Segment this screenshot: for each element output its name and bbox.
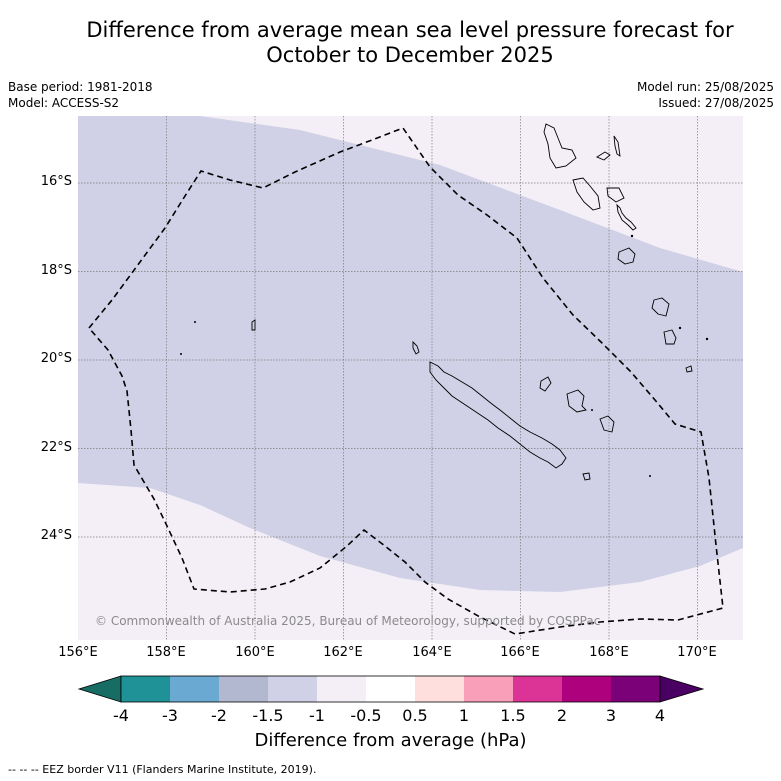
lat-label-18s: 18°S [40,263,72,278]
colorbar-label-4: -1.5 [252,706,284,725]
small-islets [180,234,709,477]
graticule [78,116,743,640]
colorbar-title: Difference from average (hPa) [254,730,527,751]
colorbar-outline [120,675,661,703]
new-caledonia [429,361,567,469]
base-period: Base period: 1981-2018 [8,80,153,94]
colorbar-segment-10 [562,676,611,702]
lon-label-160e: 160°E [235,645,275,660]
colorbar-label-12: 4 [654,706,666,725]
islet-1 [194,321,196,323]
islet-4 [705,337,709,341]
map-area [78,116,743,640]
ambae [596,151,611,161]
aneityum [685,365,693,373]
lat-label-22s: 22°S [40,440,72,455]
meta-left: Base period: 1981-2018 Model: ACCESS-S2 [8,79,153,111]
erromango [651,297,670,317]
malakula [572,177,601,211]
copyright-notice: © Commonwealth of Australia 2025, Bureau… [95,614,601,628]
lon-label-158e: 158°E [146,645,186,660]
mare [599,415,615,433]
lon-label-170e: 170°E [677,645,717,660]
colorbar-label-9: 1.5 [500,706,526,725]
colorbar-segment-6 [366,676,415,702]
issued-date: Issued: 27/08/2025 [658,96,774,110]
efate [617,247,636,265]
colorbar-segment-5 [317,676,366,702]
colorbar-label-5: -1 [309,706,325,725]
colorbar-extend-low [77,675,122,703]
model-run: Model run: 25/08/2025 [636,80,774,94]
title-line-2: October to December 2025 [266,43,554,67]
colorbar-segment-1 [121,676,170,702]
lon-label-168e: 168°E [589,645,629,660]
title-line-1: Difference from average mean sea level p… [86,18,734,42]
lon-label-162e: 162°E [323,645,363,660]
coastlines [251,123,693,481]
tanna [663,329,677,345]
colorbar-label-3: -2 [211,706,227,725]
lon-label-164e: 164°E [412,645,452,660]
colorbar-label-10: 2 [556,706,568,725]
lat-label-16s: 16°S [40,174,72,189]
anomaly-band [78,116,743,592]
colorbar-label-1: -4 [113,706,129,725]
lifou [566,389,587,413]
meta-right: Model run: 25/08/2025 Issued: 27/08/2025 [637,79,774,111]
islet-7 [591,409,593,411]
colorbar-segment-9 [513,676,562,702]
eez-legend-footer: -- -- -- EEZ border V11 (Flanders Marine… [8,763,317,776]
model-name: Model: ACCESS-S2 [8,96,120,110]
islet-6 [630,234,634,238]
reef-islet-west [251,319,256,331]
lon-label-166e: 166°E [500,645,540,660]
colorbar-extend-high [659,675,705,703]
epi-islets [616,203,637,231]
colorbar-label-2: -3 [162,706,178,725]
colorbar-label-6: -0.5 [350,706,382,725]
map-title: Difference from average mean sea level p… [0,18,781,68]
colorbar-segment-7 [415,676,464,702]
espiritu-santo [543,123,577,169]
colorbar-segment-8 [464,676,513,702]
colorbar-segment-4 [268,676,317,702]
islet-2 [180,353,182,355]
ouvea [539,376,552,392]
lat-label-24s: 24°S [40,528,72,543]
colorbar-label-11: 3 [605,706,617,725]
colorbar-segment-11 [611,676,660,702]
belep-islands [412,340,420,355]
colorbar-label-7: 0.5 [402,706,428,725]
lon-label-156e: 156°E [58,645,98,660]
colorbar-segment-3 [219,676,268,702]
pentecost-ambrym [606,187,625,203]
islet-3 [678,326,682,330]
islet-5 [649,475,651,477]
colorbar-label-8: 1 [458,706,470,725]
isle-of-pines [582,472,591,481]
maewo [613,135,621,157]
lat-label-20s: 20°S [40,351,72,366]
colorbar [77,675,705,703]
colorbar-segment-2 [170,676,219,702]
eez-border [88,127,724,635]
